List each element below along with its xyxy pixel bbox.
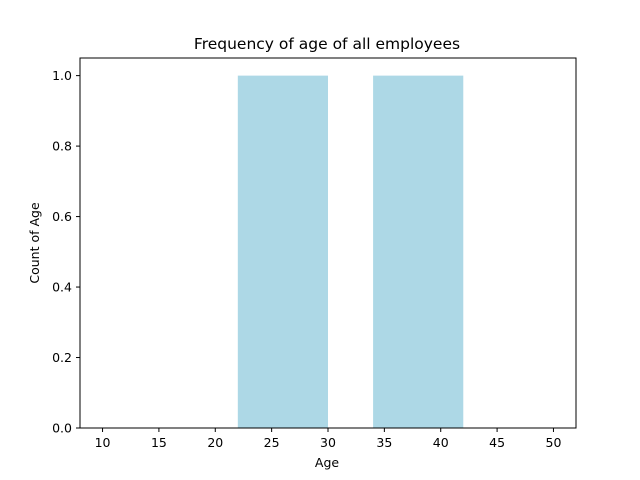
x-tick-label: 35 [376,435,392,450]
x-tick-label: 10 [95,435,111,450]
y-tick-label: 0.4 [52,280,72,295]
y-axis-label: Count of Age [27,202,42,284]
y-tick-label: 0.0 [52,421,72,436]
x-axis-ticks: 10 15 20 25 30 35 40 45 50 [95,428,562,450]
y-tick-label: 1.0 [52,68,72,83]
bar-1 [373,75,464,428]
plot-frame [79,57,577,429]
x-tick-label: 50 [546,435,562,450]
chart-title: Frequency of age of all employees [194,35,460,53]
y-axis-ticks: 0.0 0.2 0.4 0.6 0.8 1.0 [52,68,80,436]
x-tick-label: 45 [489,435,505,450]
bar-0 [237,75,328,428]
y-tick-label: 0.8 [52,139,72,154]
y-tick-label: 0.2 [52,350,72,365]
x-tick-label: 25 [264,435,280,450]
x-tick-label: 30 [320,435,336,450]
bars-layer [237,75,464,428]
x-tick-label: 15 [151,435,167,450]
x-tick-label: 20 [207,435,223,450]
x-tick-label: 40 [433,435,449,450]
y-tick-label: 0.6 [52,209,72,224]
x-axis-label: Age [315,455,339,470]
